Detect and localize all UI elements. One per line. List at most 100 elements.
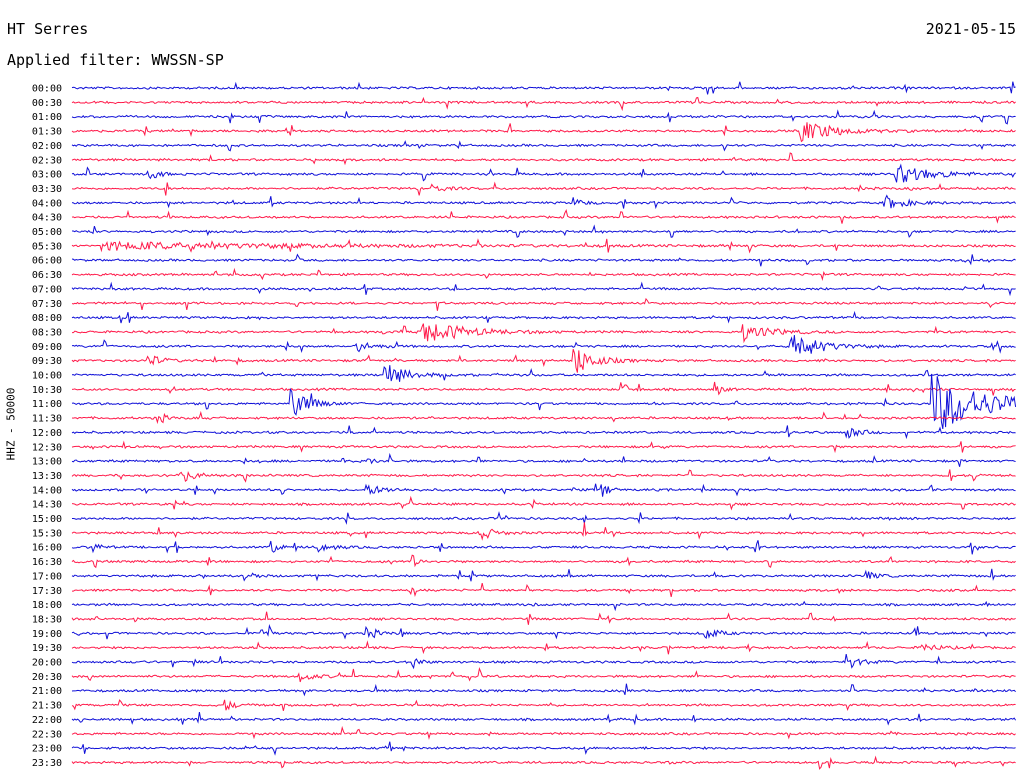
- time-tick-label: 03:30: [32, 184, 62, 195]
- trace-line: [71, 483, 1016, 497]
- trace-line: [71, 699, 1016, 711]
- trace-line: [71, 194, 1016, 210]
- trace-group: [71, 81, 1017, 770]
- time-tick-label: 00:00: [32, 84, 62, 95]
- time-tick-label: 09:30: [32, 356, 62, 367]
- trace-line: [71, 335, 1016, 354]
- time-tick-label: 15:00: [32, 514, 62, 525]
- trace-line: [71, 163, 1016, 183]
- time-tick-label: 02:00: [32, 141, 62, 152]
- trace-line: [71, 253, 1016, 267]
- trace-line: [71, 495, 1016, 511]
- time-tick-label: 21:30: [32, 701, 62, 712]
- trace-line: [71, 741, 1016, 756]
- time-tick-label: 13:30: [32, 471, 62, 482]
- filter-label: Applied filter: WWSSN-SP: [7, 51, 224, 69]
- trace-line: [71, 654, 1016, 670]
- trace-line: [71, 440, 1016, 454]
- time-tick-label: 14:00: [32, 485, 62, 496]
- trace-line: [71, 152, 1016, 166]
- trace-line: [71, 349, 1016, 373]
- time-label-group: 00:00 00:30 01:00 01:30 02:00 02:30 03:00 03:30…: [32, 84, 62, 769]
- time-tick-label: 19:30: [32, 643, 62, 654]
- trace-line: [71, 267, 1016, 282]
- trace-line: [71, 81, 1016, 95]
- trace-line: [71, 297, 1017, 311]
- time-tick-label: 10:00: [32, 371, 62, 382]
- trace-line: [71, 582, 1016, 598]
- time-tick-label: 22:30: [32, 729, 62, 740]
- time-tick-label: 01:30: [32, 127, 62, 138]
- time-tick-label: 10:30: [32, 385, 62, 396]
- trace-line: [71, 522, 1016, 541]
- time-tick-label: 19:00: [32, 629, 62, 640]
- trace-line: [71, 373, 1017, 430]
- trace-line: [71, 323, 1016, 344]
- trace-line: [71, 755, 1016, 770]
- time-tick-label: 18:30: [32, 614, 62, 625]
- time-tick-label: 11:30: [32, 414, 62, 425]
- trace-line: [71, 511, 1016, 525]
- trace-line: [71, 568, 1016, 582]
- time-tick-label: 08:00: [32, 313, 62, 324]
- time-tick-label: 16:00: [32, 543, 62, 554]
- trace-line: [71, 224, 1016, 238]
- time-tick-label: 20:30: [32, 672, 62, 683]
- trace-line: [71, 711, 1017, 726]
- time-tick-label: 23:00: [32, 744, 62, 755]
- trace-line: [71, 209, 1016, 224]
- time-tick-label: 07:00: [32, 284, 62, 295]
- trace-line: [71, 96, 1016, 112]
- trace-line: [71, 640, 1016, 655]
- time-tick-label: 09:00: [32, 342, 62, 353]
- trace-line: [71, 554, 1016, 569]
- time-tick-label: 03:00: [32, 170, 62, 181]
- time-tick-label: 01:00: [32, 112, 62, 123]
- time-tick-label: 20:00: [32, 658, 62, 669]
- time-tick-label: 17:30: [32, 586, 62, 597]
- trace-line: [71, 381, 1016, 396]
- trace-line: [71, 683, 1016, 697]
- time-tick-label: 06:30: [32, 270, 62, 281]
- trace-line: [71, 238, 1016, 254]
- time-tick-label: 16:30: [32, 557, 62, 568]
- time-tick-label: 21:00: [32, 686, 62, 697]
- time-tick-label: 13:00: [32, 457, 62, 468]
- time-tick-label: 06:00: [32, 256, 62, 267]
- trace-line: [71, 611, 1016, 625]
- time-tick-label: 05:00: [32, 227, 62, 238]
- trace-line: [71, 122, 1016, 143]
- time-tick-label: 12:00: [32, 428, 62, 439]
- trace-line: [71, 410, 1016, 425]
- date-label: 2021-05-15: [925, 20, 1016, 38]
- trace-line: [71, 600, 1016, 612]
- trace-line: [71, 452, 1016, 467]
- trace-line: [71, 140, 1016, 152]
- trace-line: [71, 540, 1016, 555]
- time-tick-label: 04:00: [32, 198, 62, 209]
- trace-line: [71, 469, 1016, 483]
- time-tick-label: 14:30: [32, 500, 62, 511]
- time-tick-label: 02:30: [32, 155, 62, 166]
- trace-line: [71, 109, 1016, 125]
- time-tick-label: 12:30: [32, 442, 62, 453]
- time-tick-label: 17:00: [32, 571, 62, 582]
- trace-line: [71, 666, 1016, 683]
- trace-line: [71, 281, 1016, 297]
- trace-line: [71, 425, 1016, 440]
- time-tick-label: 23:30: [32, 758, 62, 769]
- trace-line: [71, 624, 1016, 640]
- trace-line: [71, 310, 1016, 324]
- time-tick-label: 15:30: [32, 528, 62, 539]
- time-tick-label: 11:00: [32, 399, 62, 410]
- time-tick-label: 00:30: [32, 98, 62, 109]
- trace-line: [71, 181, 1016, 196]
- time-tick-label: 04:30: [32, 213, 62, 224]
- time-tick-label: 07:30: [32, 299, 62, 310]
- station-title: HT Serres: [7, 20, 89, 38]
- time-tick-label: 05:30: [32, 241, 62, 252]
- time-tick-label: 18:00: [32, 600, 62, 611]
- time-tick-label: 22:00: [32, 715, 62, 726]
- trace-line: [71, 725, 1016, 740]
